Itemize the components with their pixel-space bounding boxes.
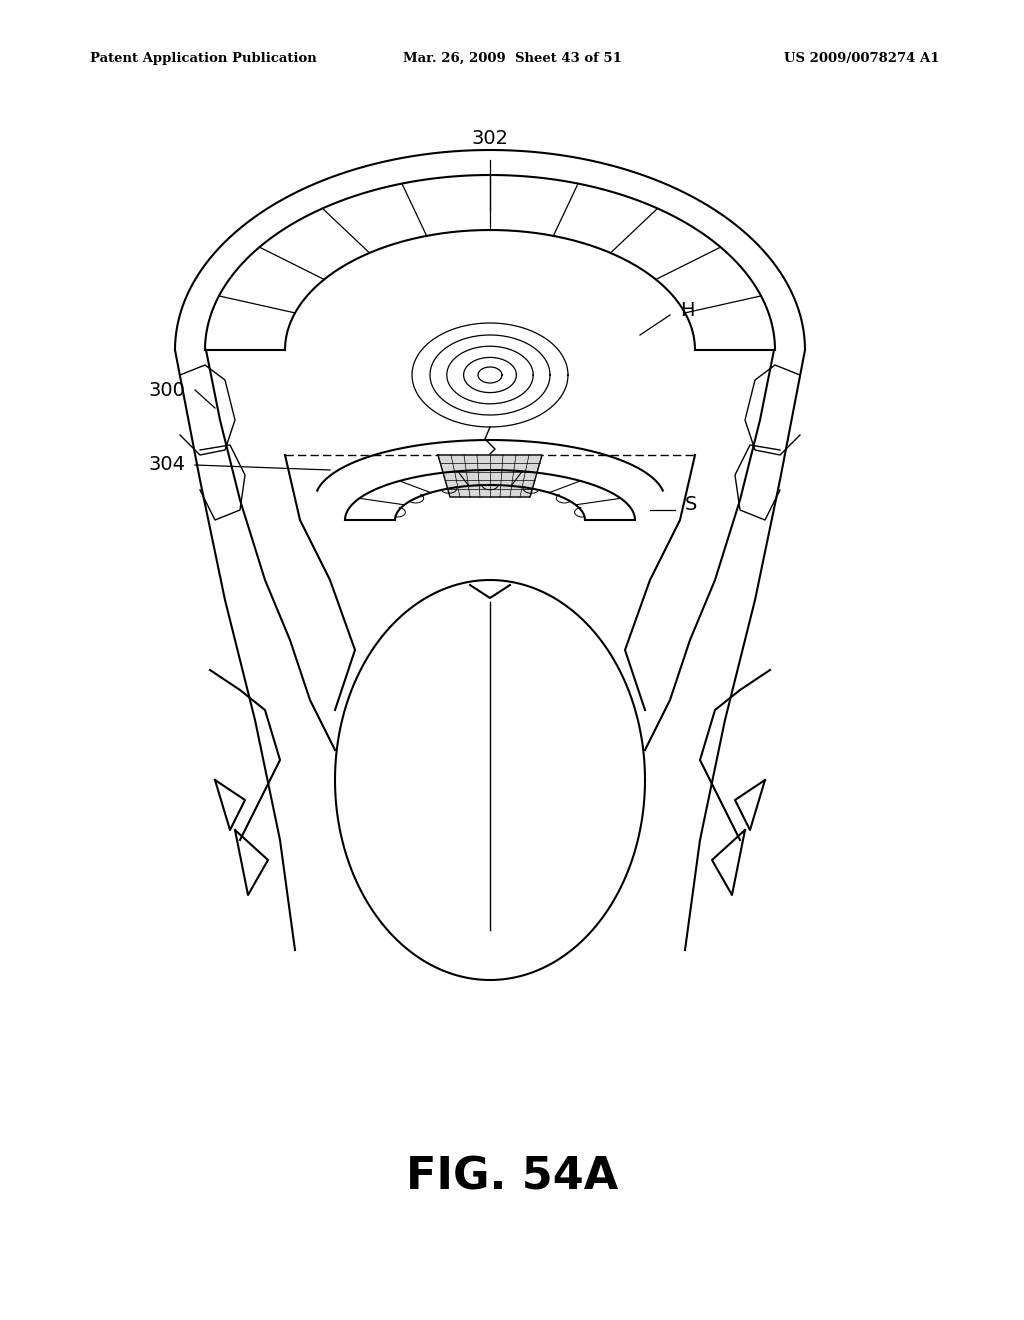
Text: H: H	[680, 301, 694, 319]
Polygon shape	[438, 455, 542, 498]
Text: Mar. 26, 2009  Sheet 43 of 51: Mar. 26, 2009 Sheet 43 of 51	[402, 51, 622, 65]
Text: FIG. 54A: FIG. 54A	[406, 1155, 618, 1199]
Text: US 2009/0078274 A1: US 2009/0078274 A1	[784, 51, 940, 65]
Text: 302: 302	[471, 129, 509, 148]
Text: S: S	[685, 495, 697, 515]
Text: 304: 304	[148, 455, 185, 474]
Text: 300: 300	[148, 380, 185, 400]
Text: Patent Application Publication: Patent Application Publication	[90, 51, 316, 65]
